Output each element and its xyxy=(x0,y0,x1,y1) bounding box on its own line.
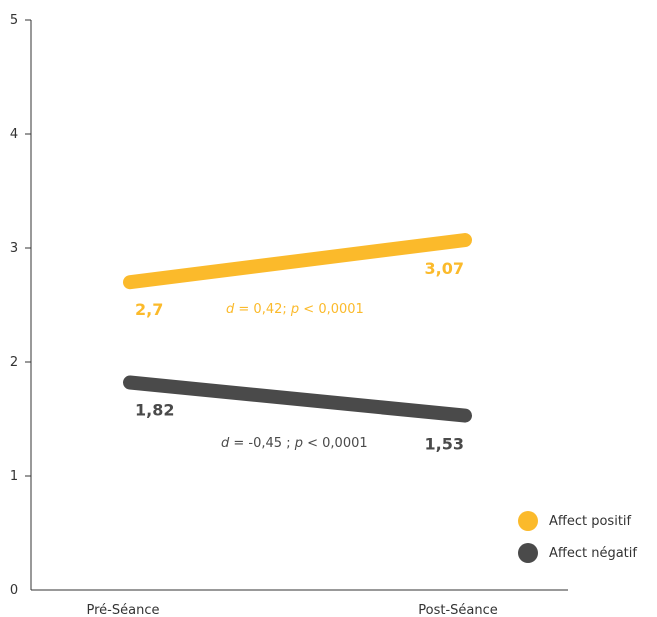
data-label: 3,07 xyxy=(425,259,464,278)
series-line-affect-negatif xyxy=(123,375,472,423)
legend-label: Affect négatif xyxy=(549,546,637,561)
annotation-symbol: p xyxy=(294,436,303,451)
y-ticks: 0 1 2 3 4 5 xyxy=(10,13,31,598)
series-line-affect-positif xyxy=(123,233,472,290)
legend-label: Affect positif xyxy=(549,514,632,529)
annotation-symbol: d xyxy=(226,302,235,317)
annotation-text: = -0,45 ; xyxy=(229,436,294,451)
y-tick-label: 0 xyxy=(10,583,18,598)
y-tick-label: 2 xyxy=(10,355,18,370)
data-label: 1,53 xyxy=(425,435,464,454)
annotation-text: < 0,0001 xyxy=(303,436,368,451)
legend: Affect positif Affect négatif xyxy=(518,511,637,563)
data-label: 2,7 xyxy=(135,300,163,319)
legend-marker xyxy=(518,543,538,563)
x-category-label: Post-Séance xyxy=(418,603,498,617)
y-tick-label: 4 xyxy=(10,127,18,142)
legend-marker xyxy=(518,511,538,531)
data-label: 1,82 xyxy=(135,401,174,420)
data-labels: 2,7 3,07 1,82 1,53 xyxy=(135,259,464,454)
effect-size-annotation: d = 0,42; p < 0,0001 xyxy=(226,302,364,317)
y-tick-label: 5 xyxy=(10,13,18,28)
annotation-text: = 0,42; xyxy=(234,302,291,317)
annotation-symbol: p xyxy=(290,302,299,317)
annotation-symbol: d xyxy=(221,436,230,451)
series-lines xyxy=(123,233,472,423)
y-tick-label: 3 xyxy=(10,241,18,256)
annotation-text: < 0,0001 xyxy=(299,302,364,317)
x-category-label: Pré-Séance xyxy=(87,603,160,617)
axes: 0 1 2 3 4 5 Pré-Séance Post-Séance xyxy=(10,13,568,617)
y-tick-label: 1 xyxy=(10,469,18,484)
x-categories: Pré-Séance Post-Séance xyxy=(87,603,498,617)
effect-size-annotation: d = -0,45 ; p < 0,0001 xyxy=(221,436,368,451)
